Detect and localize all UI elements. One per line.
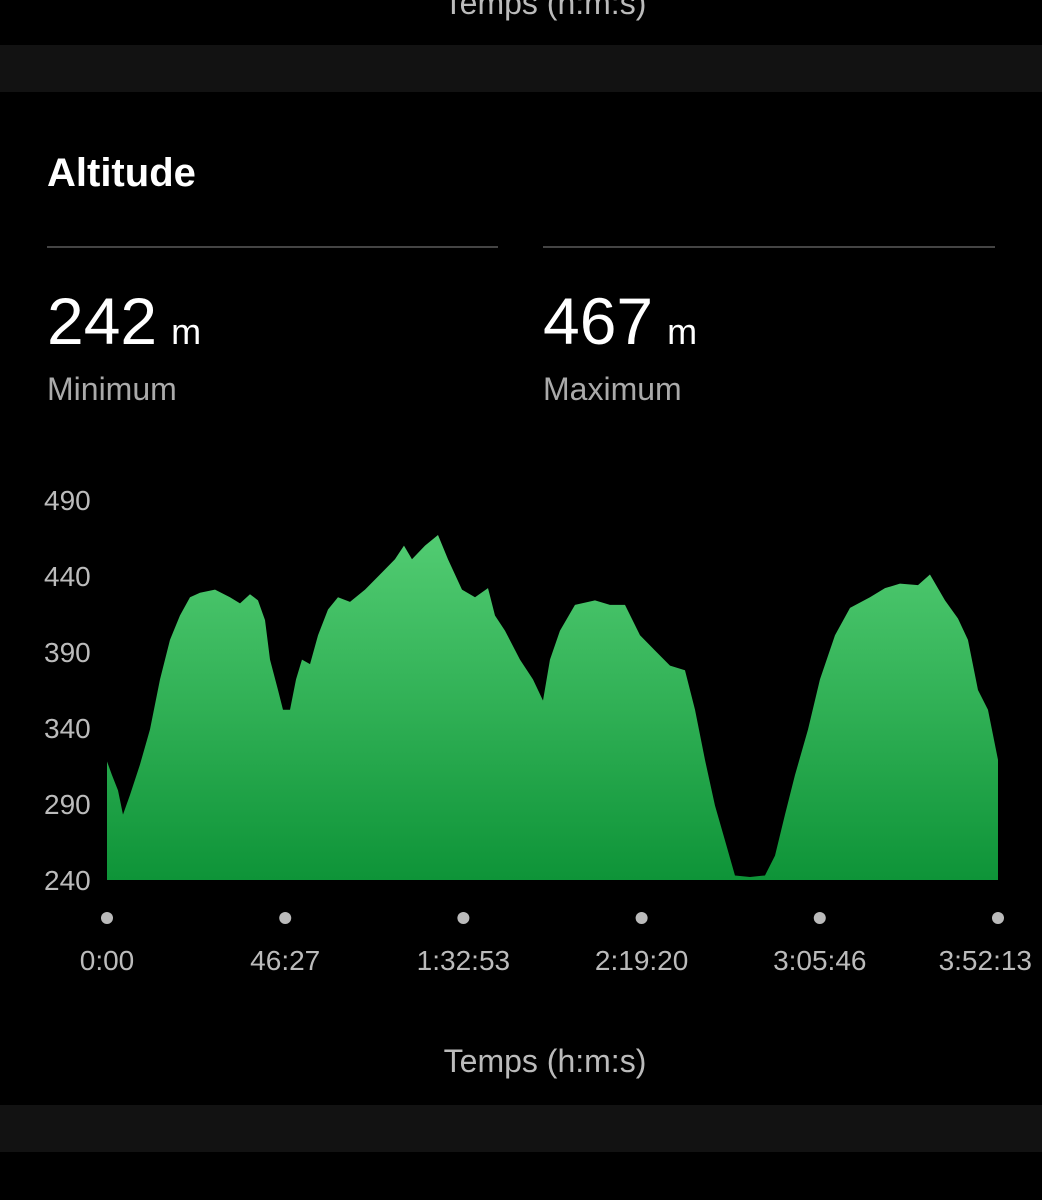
x-axis-label: Temps (h:m:s)	[444, 1043, 647, 1079]
stat-value: 242	[47, 284, 157, 358]
x-tick-label: 0:00	[80, 945, 135, 976]
prev-x-label: Temps (h:m:s)	[444, 0, 647, 21]
y-tick-label: 490	[44, 485, 91, 516]
x-tick-dot	[457, 912, 470, 924]
stat-unit: m	[171, 311, 201, 352]
x-tick-label: 3:05:46	[773, 945, 866, 976]
x-tick-dot	[992, 912, 1004, 924]
separator	[0, 45, 1042, 92]
stat-value: 467	[543, 284, 653, 358]
stat-label: Minimum	[47, 371, 177, 407]
y-tick-label: 240	[44, 865, 91, 896]
separator	[0, 1105, 1042, 1152]
x-tick-dot	[101, 912, 113, 924]
y-tick-label: 290	[44, 789, 91, 820]
x-tick-label: 1:32:53	[417, 945, 510, 976]
x-tick-dot	[635, 912, 648, 924]
x-tick-dot	[813, 912, 826, 924]
x-tick-label: 3:52:13	[939, 945, 1032, 976]
y-tick-label: 440	[44, 561, 91, 592]
card-title: Altitude	[47, 151, 196, 195]
stat-unit: m	[667, 311, 697, 352]
x-tick-label: 46:27	[250, 945, 320, 976]
x-tick-dot	[279, 912, 292, 924]
altitude-area	[107, 534, 998, 880]
y-tick-label: 390	[44, 637, 91, 668]
y-tick-label: 340	[44, 713, 91, 744]
x-tick-label: 2:19:20	[595, 945, 688, 976]
stat-label: Maximum	[543, 371, 682, 407]
